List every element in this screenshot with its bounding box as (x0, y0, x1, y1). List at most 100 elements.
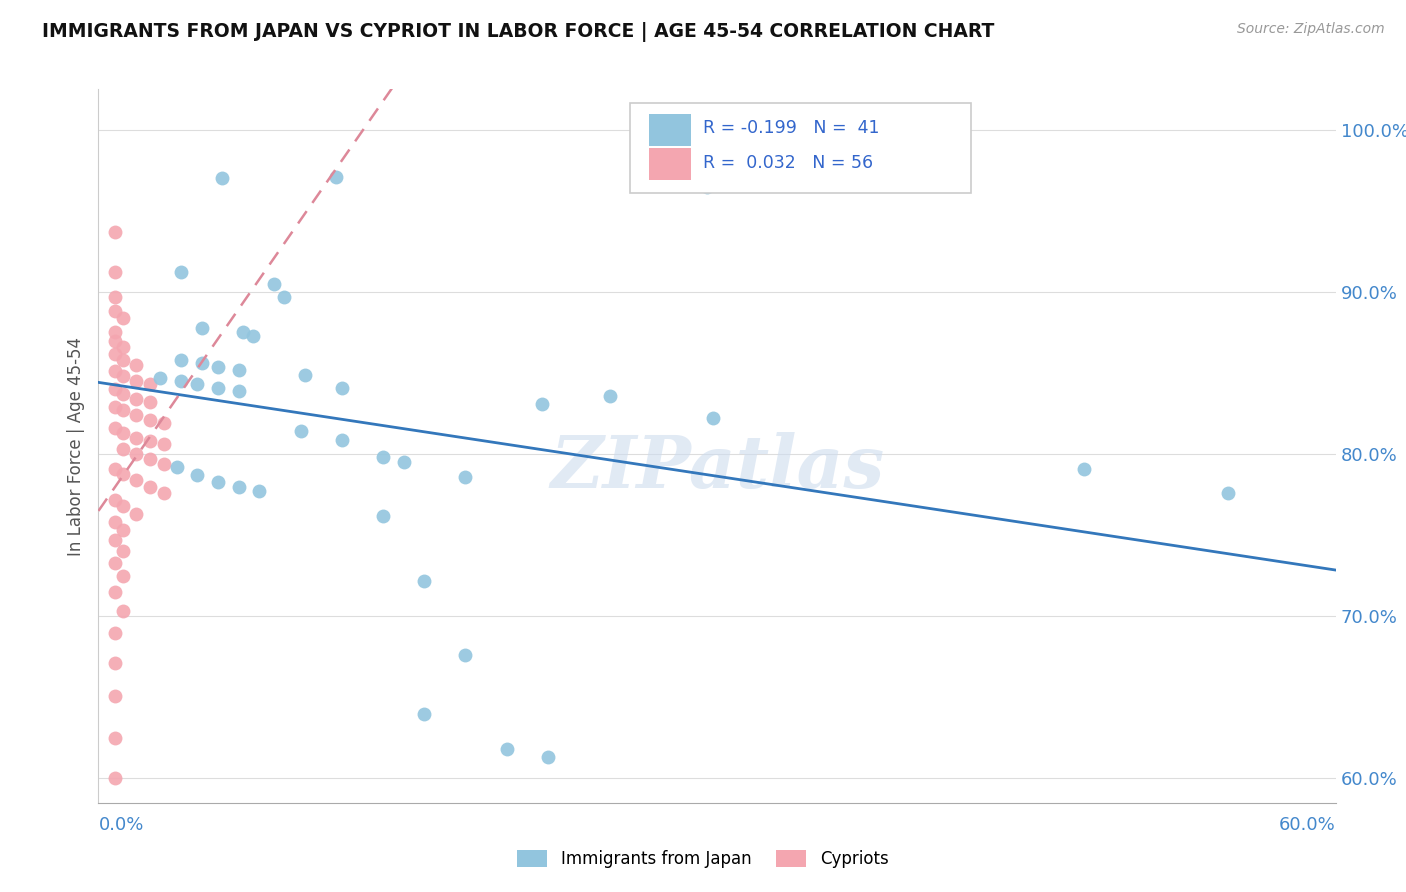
Text: Source: ZipAtlas.com: Source: ZipAtlas.com (1237, 22, 1385, 37)
Text: IMMIGRANTS FROM JAPAN VS CYPRIOT IN LABOR FORCE | AGE 45-54 CORRELATION CHART: IMMIGRANTS FROM JAPAN VS CYPRIOT IN LABO… (42, 22, 994, 42)
Legend: Immigrants from Japan, Cypriots: Immigrants from Japan, Cypriots (510, 843, 896, 875)
Text: 0.0%: 0.0% (98, 816, 143, 834)
Point (530, 397, 553, 411)
Point (325, 169, 347, 184)
Point (112, 387, 135, 401)
Point (599, 389, 621, 403)
Point (104, 731, 127, 745)
Point (124, 507, 146, 521)
Point (330, 381, 353, 395)
Text: R =  0.032   N = 56: R = 0.032 N = 56 (703, 153, 873, 171)
Point (112, 568, 135, 582)
Point (104, 382, 127, 396)
Point (104, 492, 127, 507)
Point (112, 353, 135, 368)
Point (124, 358, 146, 372)
Point (139, 434, 162, 449)
Point (104, 585, 127, 599)
Point (186, 377, 208, 392)
Point (104, 364, 127, 378)
Point (104, 290, 127, 304)
Point (112, 544, 135, 558)
Point (1218, 486, 1240, 500)
Point (153, 437, 176, 451)
Point (104, 304, 127, 318)
Point (190, 356, 212, 370)
Point (139, 479, 162, 493)
Point (104, 772, 127, 786)
Point (104, 346, 127, 360)
Point (124, 447, 146, 461)
Text: 60.0%: 60.0% (1279, 816, 1336, 834)
Point (242, 328, 264, 343)
Point (170, 353, 193, 368)
Point (139, 377, 162, 392)
Point (228, 363, 250, 377)
Point (371, 450, 394, 465)
Point (153, 457, 176, 471)
Point (702, 411, 724, 425)
Point (104, 461, 127, 475)
Point (112, 524, 135, 538)
Point (104, 839, 127, 854)
Point (139, 452, 162, 467)
FancyBboxPatch shape (650, 148, 692, 180)
Point (104, 625, 127, 640)
Point (112, 467, 135, 481)
Point (413, 574, 436, 588)
Point (124, 374, 146, 388)
Point (112, 425, 135, 440)
Point (139, 413, 162, 427)
Point (1073, 461, 1095, 475)
Point (290, 425, 312, 439)
Point (104, 515, 127, 529)
Point (166, 460, 188, 475)
Point (294, 368, 316, 382)
Point (104, 807, 127, 822)
Point (153, 486, 176, 500)
Point (104, 400, 127, 414)
Point (104, 533, 127, 547)
Point (112, 369, 135, 384)
Text: ZIPatlas: ZIPatlas (550, 432, 884, 503)
Point (104, 556, 127, 570)
Point (112, 403, 135, 417)
Point (207, 359, 229, 374)
Point (104, 334, 127, 348)
Point (537, 750, 560, 764)
Point (153, 417, 176, 431)
Point (104, 265, 127, 279)
Point (413, 706, 436, 721)
Point (112, 442, 135, 457)
Point (104, 689, 127, 703)
Point (273, 290, 295, 304)
FancyBboxPatch shape (630, 103, 970, 193)
Point (371, 508, 394, 523)
Point (112, 604, 135, 618)
Text: R = -0.199   N =  41: R = -0.199 N = 41 (703, 120, 880, 137)
Point (454, 470, 477, 484)
Y-axis label: In Labor Force | Age 45-54: In Labor Force | Age 45-54 (66, 336, 84, 556)
Point (392, 455, 415, 469)
Point (104, 326, 127, 340)
Point (207, 475, 229, 489)
Point (186, 468, 208, 483)
Point (124, 392, 146, 406)
Point (112, 499, 135, 513)
Point (330, 433, 353, 447)
Point (190, 320, 212, 334)
Point (104, 657, 127, 671)
FancyBboxPatch shape (650, 114, 692, 145)
Point (124, 431, 146, 445)
Point (495, 742, 517, 756)
Point (228, 384, 250, 398)
Point (104, 225, 127, 239)
Point (124, 473, 146, 487)
Point (232, 326, 254, 340)
Point (696, 179, 718, 194)
Point (454, 648, 477, 663)
Point (112, 340, 135, 354)
Point (247, 484, 270, 499)
Point (149, 371, 172, 385)
Point (211, 171, 233, 186)
